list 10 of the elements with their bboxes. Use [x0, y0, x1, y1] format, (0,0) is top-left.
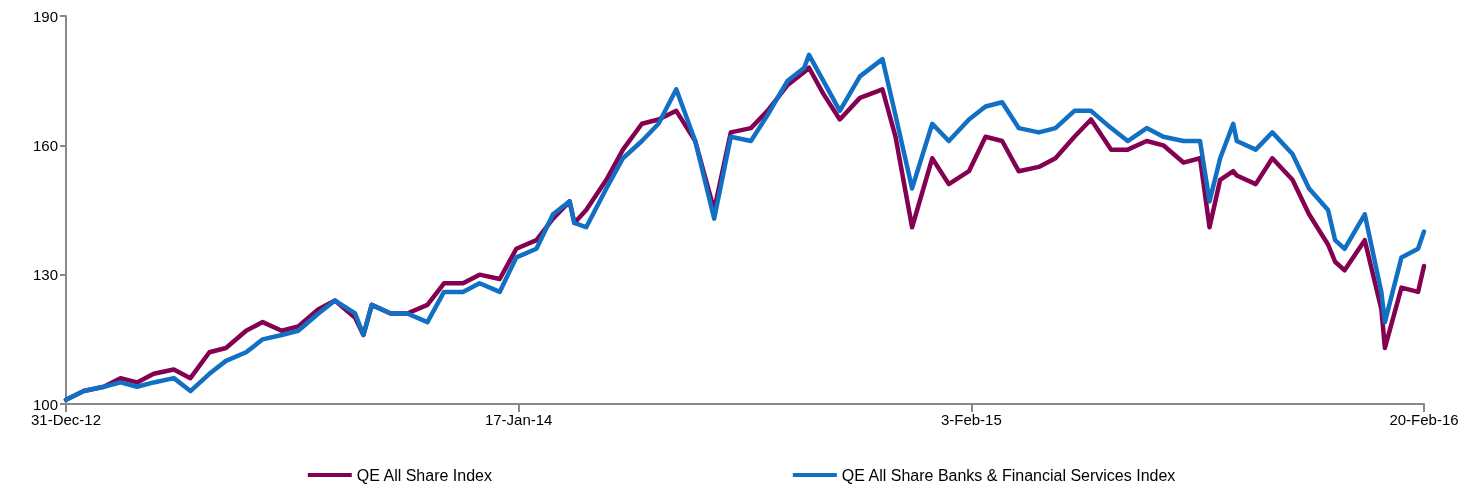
y-tick-label: 160: [32, 136, 58, 154]
y-tick-label: 100: [32, 395, 58, 413]
y-tick-label: 190: [32, 7, 58, 25]
x-tick-label: 20-Feb-16: [1389, 411, 1459, 428]
x-tick-label: 31-Dec-12: [30, 411, 102, 428]
x-tick-label: 3-Feb-15: [940, 411, 1002, 428]
legend-label: QE All Share Index: [356, 466, 492, 484]
x-tick-label: 17-Jan-14: [484, 411, 553, 428]
y-tick-label: 130: [32, 266, 58, 284]
legend-label: QE All Share Banks & Financial Services Index: [841, 466, 1176, 484]
